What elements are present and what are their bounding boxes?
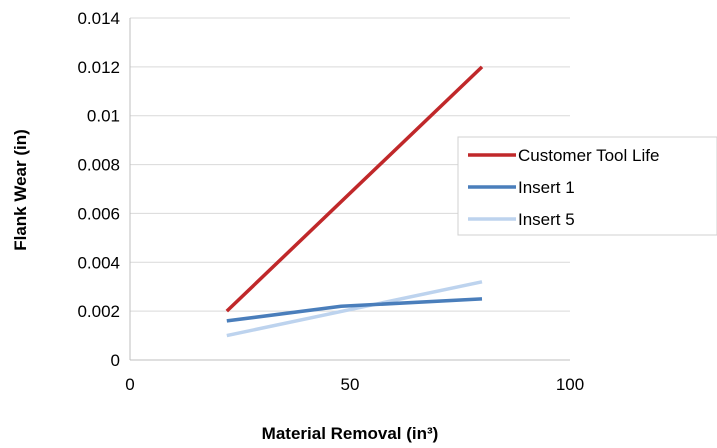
y-tick-label: 0.006 bbox=[77, 204, 120, 223]
legend-label: Customer Tool Life bbox=[518, 146, 659, 165]
y-tick-label: 0.002 bbox=[77, 302, 120, 321]
y-axis-title: Flank Wear (in) bbox=[11, 129, 30, 251]
gridlines bbox=[130, 17, 570, 312]
y-tick-label: 0 bbox=[111, 351, 120, 370]
series-line-customer-tool-life bbox=[225, 65, 484, 313]
series-line-insert-5 bbox=[226, 280, 483, 338]
x-tick-label: 0 bbox=[125, 375, 134, 394]
y-tick-label: 0.004 bbox=[77, 253, 120, 272]
series-lines bbox=[225, 65, 484, 338]
y-tick-label: 0.012 bbox=[77, 58, 120, 77]
y-tick-labels: 0 0.002 0.004 0.006 0.008 0.01 0.012 0.014 bbox=[77, 9, 120, 370]
y-tick-label: 0.01 bbox=[87, 107, 120, 126]
y-tick-label: 0.014 bbox=[77, 9, 120, 28]
x-tick-label: 100 bbox=[556, 375, 584, 394]
x-tick-labels: 0 50 100 bbox=[125, 375, 584, 394]
x-axis-title: Material Removal (in³) bbox=[262, 424, 439, 443]
legend: Customer Tool Life Insert 1 Insert 5 bbox=[457, 136, 717, 236]
legend-label: Insert 1 bbox=[518, 178, 575, 197]
axes bbox=[129, 18, 570, 361]
series-line-insert-1 bbox=[226, 297, 483, 323]
x-tick-label: 50 bbox=[341, 375, 360, 394]
y-tick-label: 0.008 bbox=[77, 156, 120, 175]
legend-label: Insert 5 bbox=[518, 210, 575, 229]
